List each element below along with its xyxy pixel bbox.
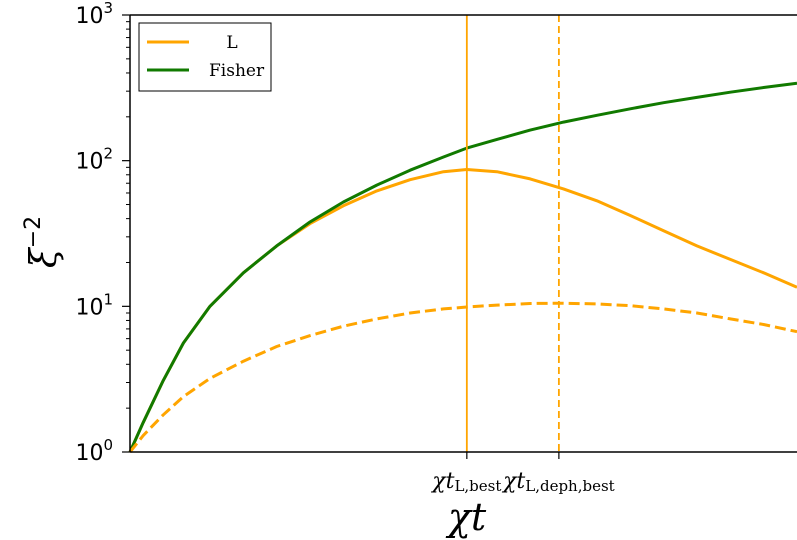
legend-entry-label: Fisher [209, 61, 265, 81]
y-tick-label: 102 [75, 145, 113, 175]
y-axis-label: ξ−2 [21, 216, 65, 268]
y-tick-label: 100 [75, 436, 113, 466]
x-axis-label: χt [445, 495, 487, 539]
axis-labels-layer: χt ξ−2 [21, 216, 487, 539]
y-tick-label: 101 [75, 290, 113, 320]
y-tick-label: 103 [75, 0, 113, 29]
legend: L Fisher [138, 22, 272, 92]
curves-layer [128, 81, 797, 453]
series-line-fisher [128, 81, 797, 453]
x-tick-label: χtL,best [430, 469, 501, 495]
legend-entry-label: L [226, 33, 237, 53]
x-tick-label: χtL,deph,best [501, 469, 615, 495]
axes-layer: 100 101 102 103 χtL,best χtL,deph,best [75, 0, 797, 495]
series-line-l-dephased [128, 301, 797, 453]
series-line-l [128, 168, 797, 453]
legend-frame [138, 22, 272, 92]
reference-lines-layer [465, 15, 560, 452]
